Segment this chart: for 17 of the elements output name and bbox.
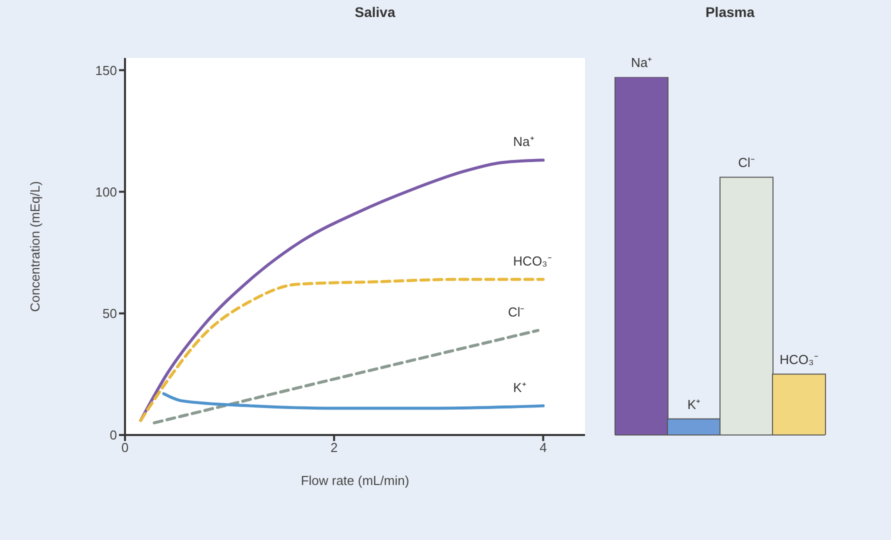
y-axis-title: Concentration (mEq/L) [28, 181, 43, 312]
y-tick-label: 150 [95, 62, 117, 78]
series-label: Na⁺ [513, 134, 534, 150]
x-axis-title: Flow rate (mL/min) [300, 473, 410, 488]
x-tick-label: 2 [330, 440, 338, 456]
chart-title: Plasma [704, 4, 756, 20]
series-label: K⁺ [513, 380, 526, 395]
series-label: HCO₃⁻ [513, 253, 552, 268]
x-tick-label: 4 [540, 440, 547, 456]
chart-title: Saliva [354, 4, 396, 20]
y-tick-label: 50 [102, 306, 117, 321]
x-tick-label: 0 [121, 440, 129, 456]
y-tick-label: 0 [110, 428, 117, 443]
y-tick-label: 100 [95, 184, 117, 200]
line-series [162, 392, 545, 410]
series-label: Cl⁻ [508, 304, 524, 320]
line-series [139, 278, 545, 422]
